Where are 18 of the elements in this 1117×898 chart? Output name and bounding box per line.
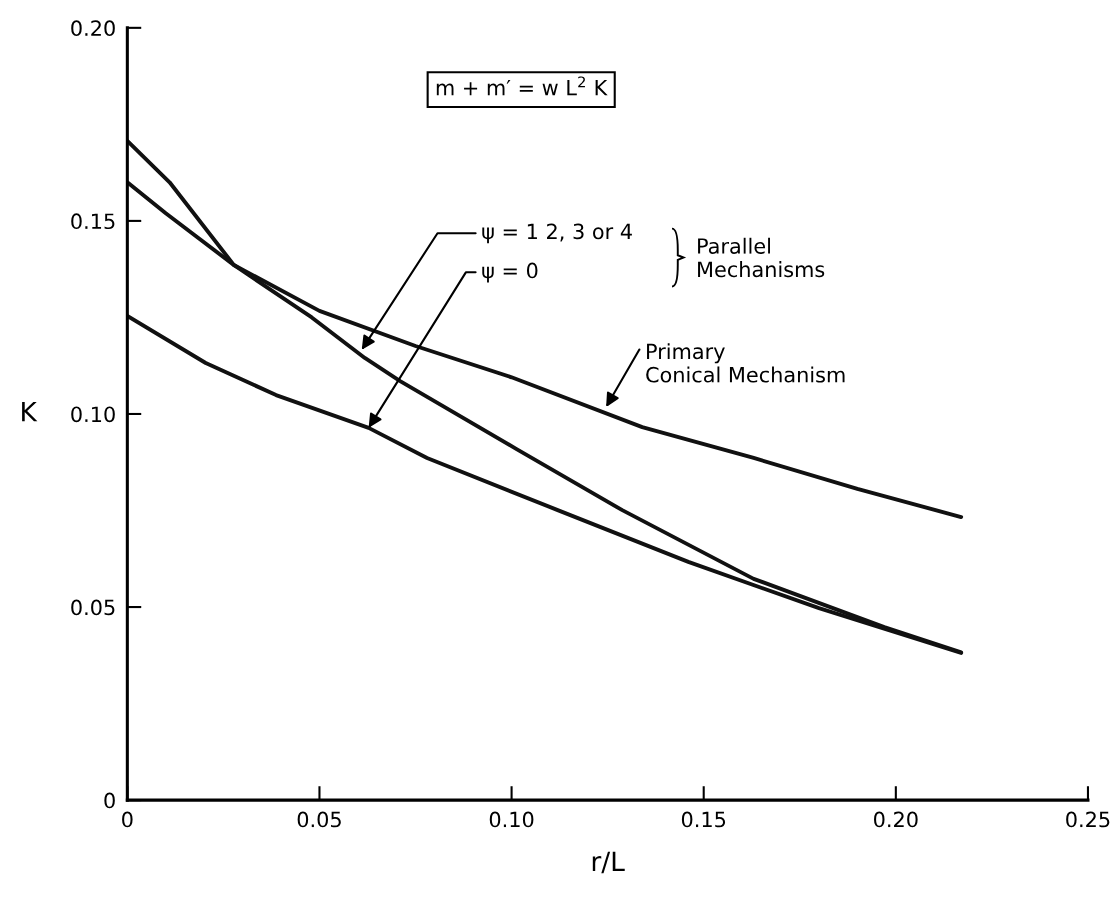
x-tick-label: 0.25 — [1066, 811, 1110, 828]
x-axis-title: r/L — [592, 851, 625, 874]
annotation: m + m′ = w L$^{2}$ K — [436, 76, 608, 96]
y-tick-label: 0.20 — [71, 20, 115, 37]
y-axis-title: K — [22, 402, 38, 422]
x-tick-label: 0 — [122, 811, 133, 828]
y-tick-label: 0.05 — [71, 599, 115, 616]
annotation: Primary Conical Mechanism — [646, 343, 845, 383]
x-tick-label: 0.20 — [874, 811, 918, 828]
annotation: ψ = 1 2, 3 or 4 — [482, 223, 632, 244]
x-tick-label: 0.05 — [297, 811, 341, 828]
y-tick-label: 0.10 — [71, 406, 115, 423]
y-tick-label: 0 — [104, 792, 115, 809]
annotation: ψ = 0 — [482, 262, 538, 283]
y-tick-label: 0.15 — [71, 213, 115, 230]
x-tick-label: 0.10 — [489, 811, 534, 828]
x-tick-label: 0.15 — [681, 811, 726, 828]
annotation: Parallel Mechanisms — [698, 237, 825, 278]
